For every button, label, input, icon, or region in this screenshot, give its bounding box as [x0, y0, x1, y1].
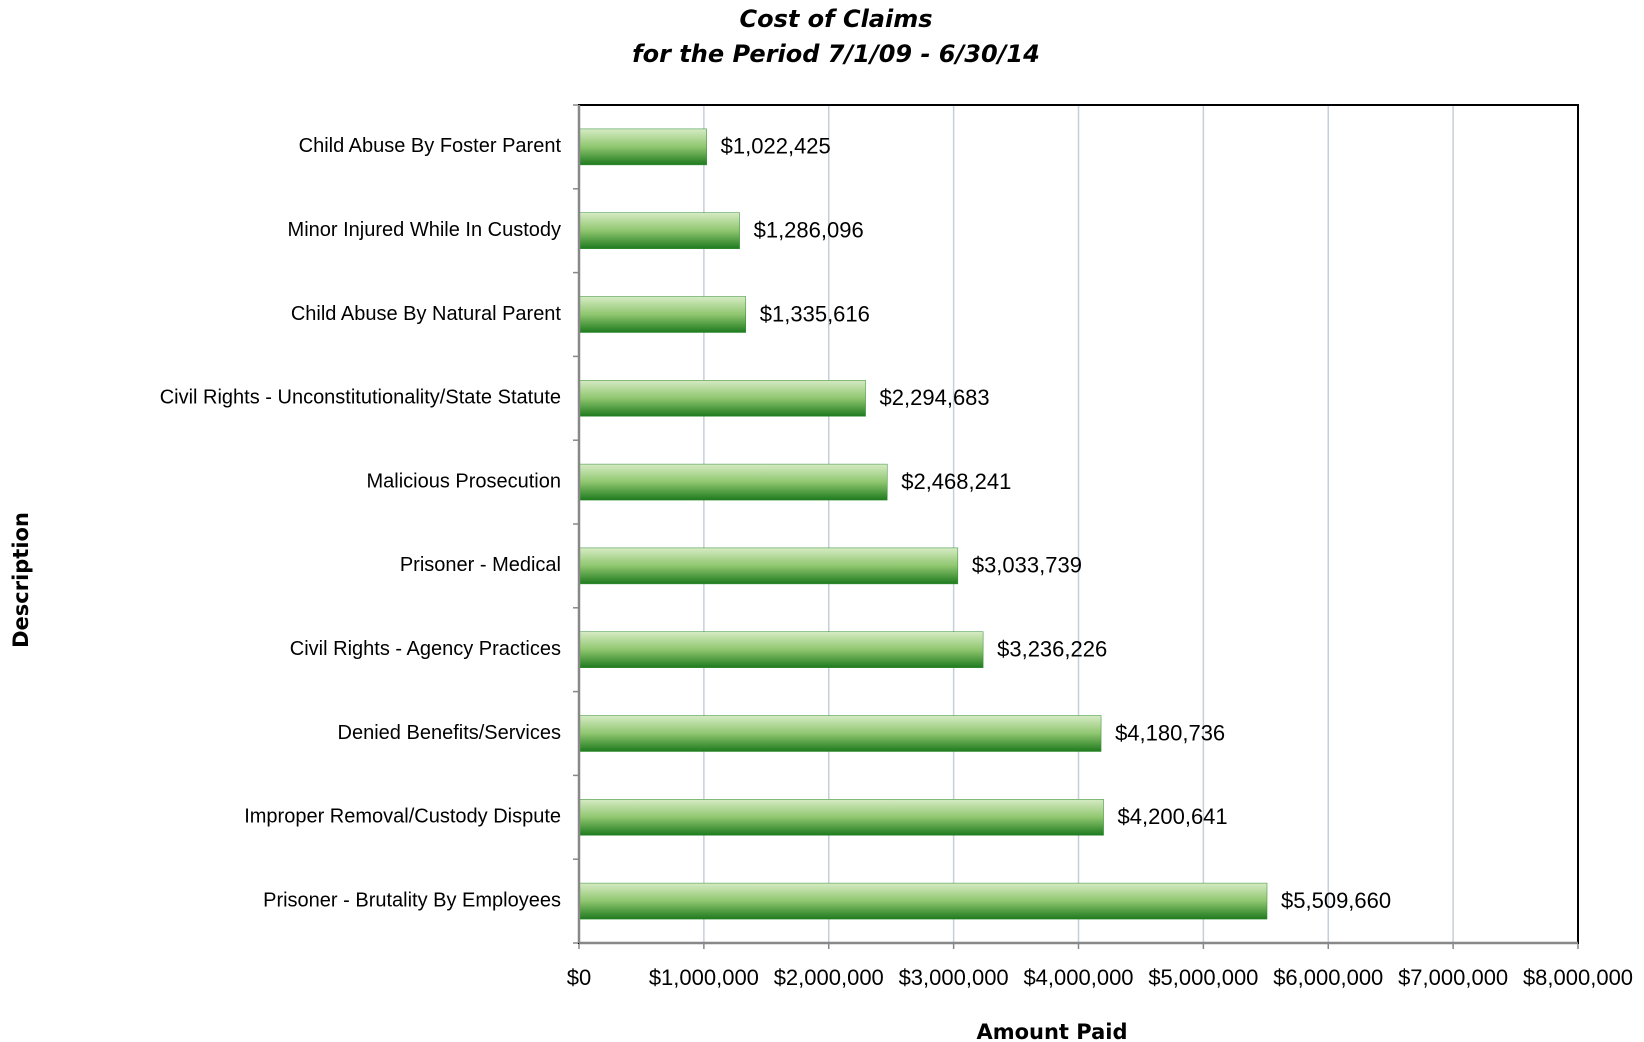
x-tick-label: $7,000,000: [1398, 965, 1508, 990]
data-label: $2,294,683: [880, 385, 990, 410]
bar: [578, 631, 984, 668]
bar: [578, 799, 1104, 836]
y-tick-label: Child Abuse By Foster Parent: [299, 135, 562, 157]
bar: [578, 882, 1268, 920]
data-label: $1,286,096: [754, 218, 864, 243]
data-label: $4,180,736: [1115, 720, 1225, 745]
bar: [578, 128, 707, 166]
y-tick-label: Child Abuse By Natural Parent: [291, 303, 562, 325]
data-label: $1,022,425: [721, 134, 831, 159]
x-axis-title: Amount Paid: [976, 1020, 1127, 1042]
bar: [578, 463, 888, 501]
bar: [578, 547, 959, 585]
bar: [578, 715, 1102, 752]
y-tick-label: Minor Injured While In Custody: [288, 219, 561, 241]
y-tick-label: Denied Benefits/Services: [338, 722, 561, 744]
chart-title: Cost of Claims: [739, 5, 932, 33]
data-label: $1,335,616: [760, 301, 870, 326]
chart-subtitle: for the Period 7/1/09 - 6/30/14: [632, 40, 1040, 68]
y-tick-label: Malicious Prosecution: [366, 470, 561, 492]
x-tick-label: $1,000,000: [649, 965, 759, 990]
x-tick-label: $6,000,000: [1273, 965, 1383, 990]
x-tick-label: $2,000,000: [774, 965, 884, 990]
data-label: $3,236,226: [997, 637, 1107, 662]
y-tick-label: Prisoner - Medical: [400, 554, 561, 576]
x-tick-label: $0: [567, 965, 591, 990]
y-axis-title: Description: [9, 512, 33, 648]
x-tick-label: $3,000,000: [899, 965, 1009, 990]
data-label: $2,468,241: [901, 469, 1011, 494]
data-label: $3,033,739: [972, 553, 1082, 578]
bar: [578, 212, 740, 249]
y-tick-label: Improper Removal/Custody Dispute: [244, 806, 561, 828]
data-label: $4,200,641: [1118, 804, 1228, 829]
x-tick-label: $5,000,000: [1148, 965, 1258, 990]
y-tick-label: Civil Rights - Agency Practices: [290, 638, 561, 660]
bar: [578, 380, 866, 417]
x-tick-label: $8,000,000: [1523, 965, 1633, 990]
y-tick-label: Prisoner - Brutality By Employees: [263, 889, 561, 911]
y-tick-label: Civil Rights - Unconstitutionality/State…: [160, 387, 561, 409]
bar: [578, 296, 747, 333]
data-label: $5,509,660: [1281, 888, 1391, 913]
x-tick-label: $4,000,000: [1023, 965, 1133, 990]
